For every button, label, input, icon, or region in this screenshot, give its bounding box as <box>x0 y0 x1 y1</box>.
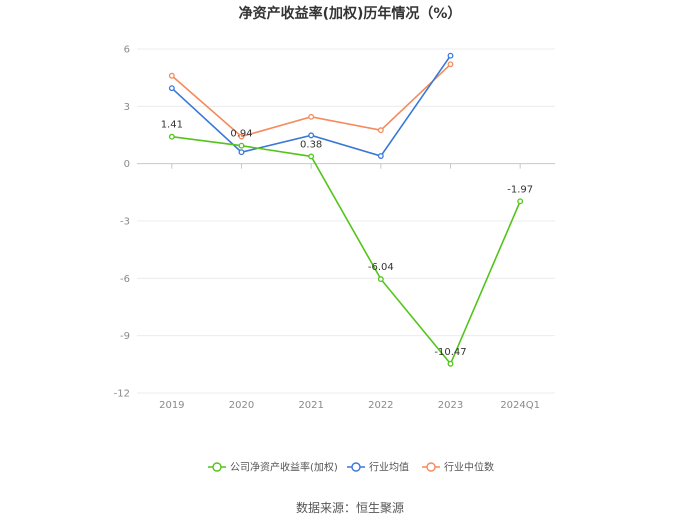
legend-item[interactable]: 行业中位数 <box>422 461 494 474</box>
legend-label: 行业中位数 <box>444 461 494 474</box>
data-label: 0.38 <box>300 139 322 150</box>
data-label: 1.41 <box>161 120 183 131</box>
data-label: -10.47 <box>434 347 466 358</box>
y-tick-label: -9 <box>120 331 130 342</box>
x-tick-label: 2020 <box>229 400 254 411</box>
data-point <box>168 85 175 92</box>
x-tick-label: 2023 <box>438 400 463 411</box>
y-tick-label: -12 <box>114 389 130 400</box>
data-point <box>377 127 384 134</box>
y-tick-label: 3 <box>124 102 130 113</box>
series-2 <box>168 61 454 140</box>
legend-swatch-marker <box>351 462 361 472</box>
series-1 <box>168 52 454 159</box>
series-line <box>171 135 521 366</box>
data-point <box>447 360 454 367</box>
y-tick-label: 0 <box>124 159 130 170</box>
legend-label: 行业均值 <box>369 461 409 474</box>
x-tick-label: 2021 <box>298 400 323 411</box>
data-point <box>447 61 454 68</box>
series-layer <box>168 52 524 367</box>
legend: 公司净资产收益率(加权) 行业均值 行业中位数 <box>208 461 494 474</box>
x-axis: 2019 2020 2021 2022 2023 2024Q1 <box>159 163 540 411</box>
y-axis: 6 3 0 -3 -6 -9 -12 <box>114 45 130 400</box>
data-label: 0.94 <box>230 129 252 140</box>
legend-item[interactable]: 行业均值 <box>347 461 409 474</box>
x-tick-label: 2022 <box>368 400 393 411</box>
data-labels: 1.41 0.94 0.38 -6.04 -10.47 -1.97 <box>161 120 533 358</box>
x-tick-label: 2019 <box>159 400 184 411</box>
legend-swatch-marker <box>212 462 222 472</box>
data-label: -6.04 <box>368 262 394 273</box>
data-label: -1.97 <box>507 184 533 195</box>
series-0 <box>168 133 524 367</box>
y-tick-label: -3 <box>120 217 130 228</box>
data-point <box>308 113 315 120</box>
data-point <box>517 198 524 205</box>
y-tick-label: -6 <box>120 274 130 285</box>
data-point <box>168 133 175 140</box>
y-tick-label: 6 <box>124 45 130 56</box>
data-point <box>168 72 175 79</box>
data-point <box>238 142 245 149</box>
legend-swatch-marker <box>426 462 436 472</box>
data-source: 数据来源：恒生聚源 <box>296 500 404 515</box>
data-point <box>377 276 384 283</box>
x-tick-label: 2024Q1 <box>500 400 540 411</box>
data-point <box>447 52 454 59</box>
data-point <box>238 133 245 140</box>
legend-label: 公司净资产收益率(加权) <box>230 461 338 474</box>
data-point <box>308 132 315 139</box>
chart-title: 净资产收益率(加权)历年情况（%） <box>239 5 462 22</box>
data-point <box>308 153 315 160</box>
legend-item[interactable]: 公司净资产收益率(加权) <box>208 461 338 474</box>
data-point <box>238 149 245 156</box>
data-point <box>377 153 384 159</box>
